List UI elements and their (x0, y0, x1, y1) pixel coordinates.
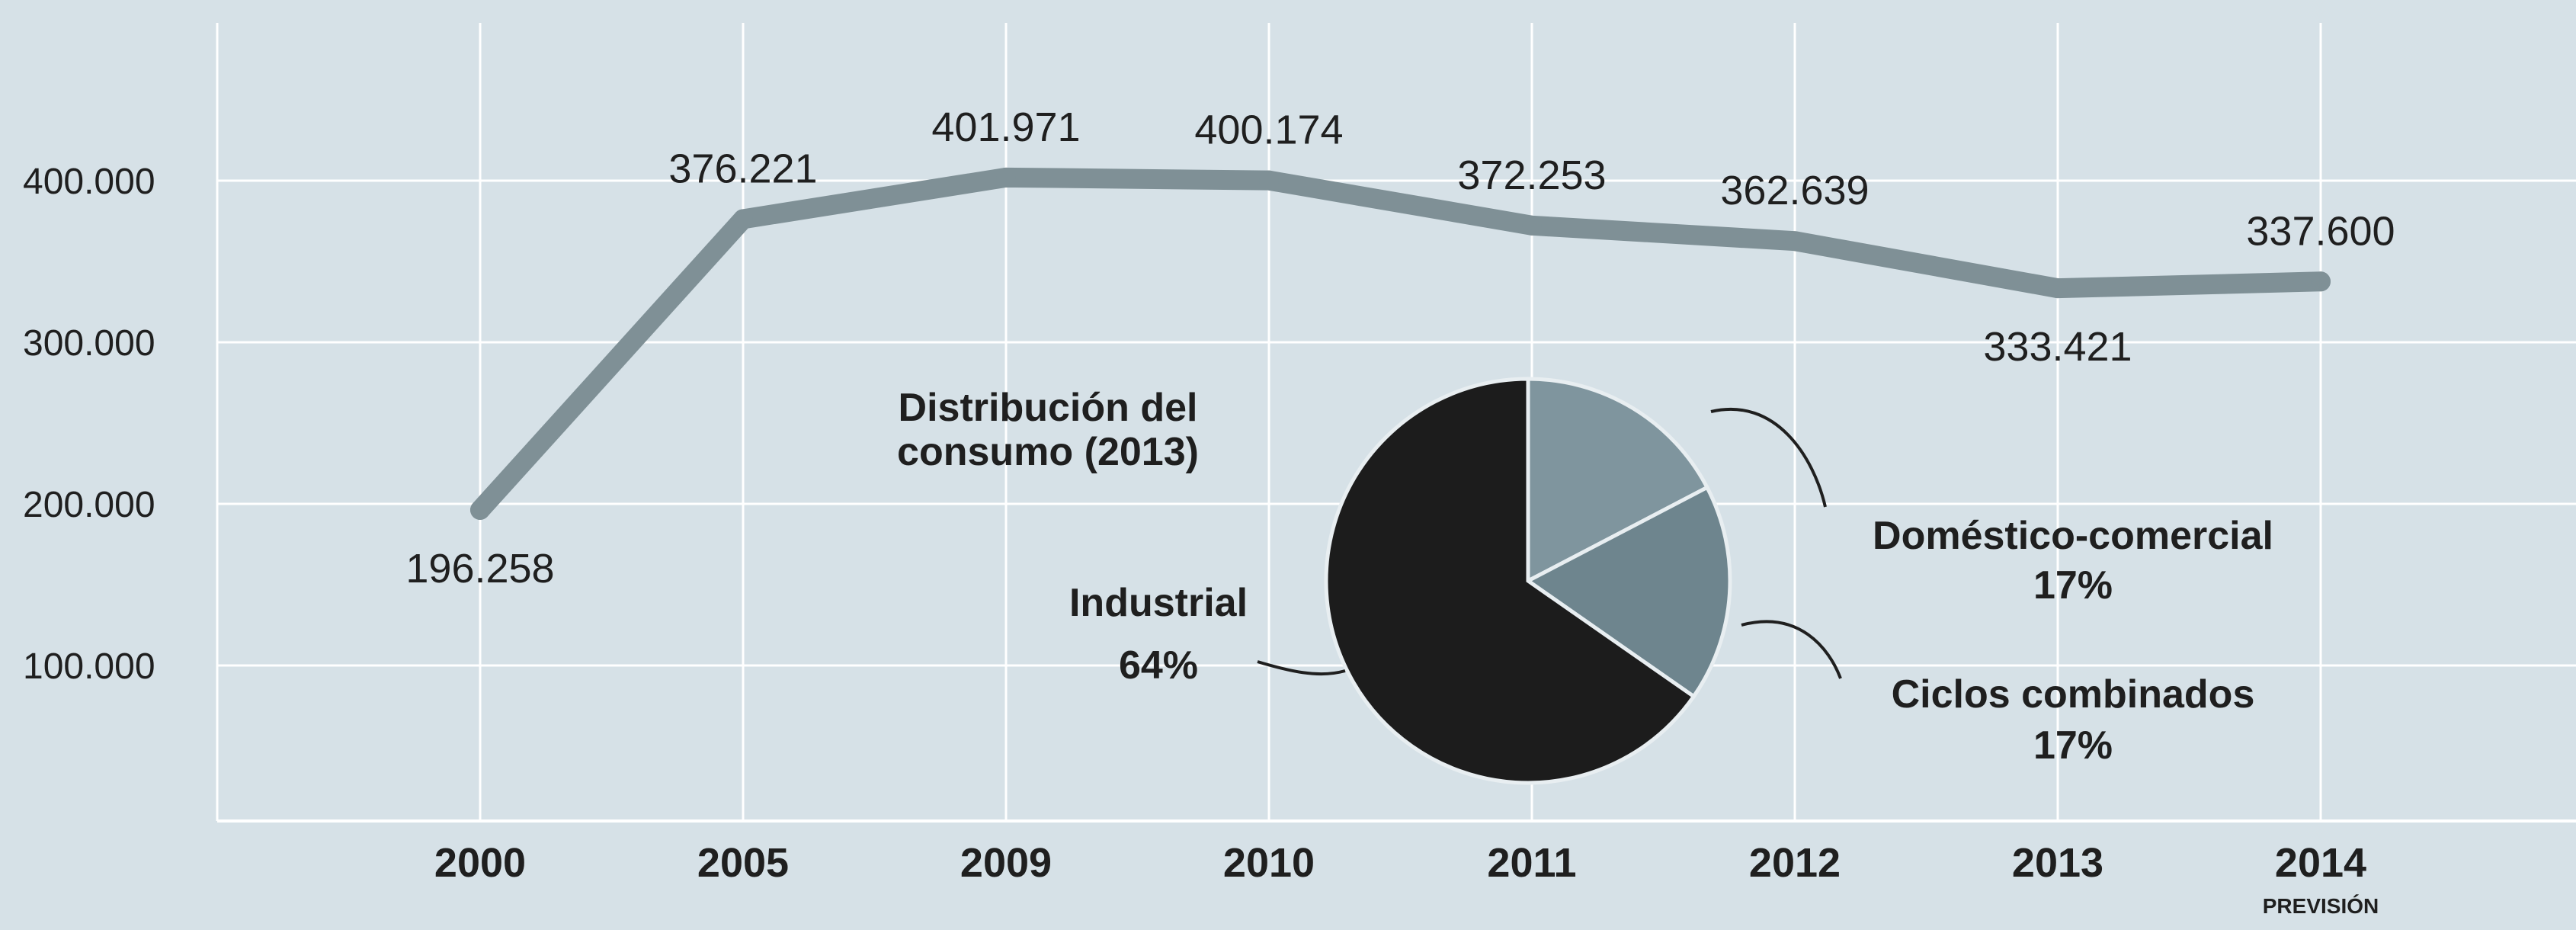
pie-slice-percent: 17% (2033, 563, 2113, 608)
pie-slice-percent: 17% (2033, 723, 2113, 768)
data-label: 372.253 (1457, 152, 1606, 198)
data-point (1259, 170, 1279, 191)
data-point (1522, 215, 1542, 236)
pie-slice-name: Doméstico-comercial (1873, 514, 2273, 558)
data-label: 362.639 (1720, 168, 1869, 213)
x-tick-label: 2014 (2275, 840, 2366, 886)
pie-slice-percent: 64% (1119, 643, 1198, 688)
x-tick-label: 2011 (1487, 840, 1576, 886)
y-tick-label: 100.000 (23, 646, 155, 687)
pie-layer (1324, 377, 1732, 785)
line-layer (470, 167, 2331, 520)
pie-slice (1524, 485, 1732, 700)
x-tick-label: 2012 (1749, 840, 1841, 886)
label-layer: 100.000 200.000 300.000 400.000 2000 2005 2009… (23, 104, 2395, 918)
pie-slice-name: Ciclos combinados (1892, 672, 2255, 717)
data-point (470, 499, 490, 520)
data-point (2311, 271, 2331, 292)
pie-slice-name: Industrial (1069, 581, 1248, 625)
data-point (996, 167, 1016, 188)
pie-leader-line (1710, 407, 1827, 508)
x-tick-label: 2009 (960, 840, 1052, 886)
data-label: 333.421 (1983, 324, 2132, 370)
series-line (470, 167, 2331, 520)
pie-title: consumo (2013) (897, 430, 1199, 474)
y-tick-label: 200.000 (23, 485, 155, 525)
data-point (1785, 231, 1805, 252)
y-tick-label: 300.000 (23, 323, 155, 364)
data-label: 376.221 (668, 146, 817, 191)
pie-leader-line (1257, 660, 1346, 676)
data-point (2048, 278, 2068, 299)
pie-slice (1324, 377, 1697, 785)
data-point (733, 209, 753, 229)
pie-leader-line (1741, 620, 1842, 679)
x-tick-label: 2005 (697, 840, 789, 886)
x-tick-label: 2013 (2012, 840, 2103, 886)
pie-slice (1526, 377, 1710, 585)
x-tick-label: 2010 (1223, 840, 1315, 886)
data-label: 196.258 (405, 546, 554, 592)
y-tick-label: 400.000 (23, 162, 155, 202)
data-label: 337.600 (2246, 208, 2395, 254)
data-label: 400.174 (1194, 107, 1343, 153)
pie-title: Distribución del (899, 386, 1198, 430)
x-tick-label: 2000 (434, 840, 526, 886)
x-tick-note: PREVISIÓN (2263, 894, 2379, 918)
data-label: 401.971 (931, 104, 1080, 150)
